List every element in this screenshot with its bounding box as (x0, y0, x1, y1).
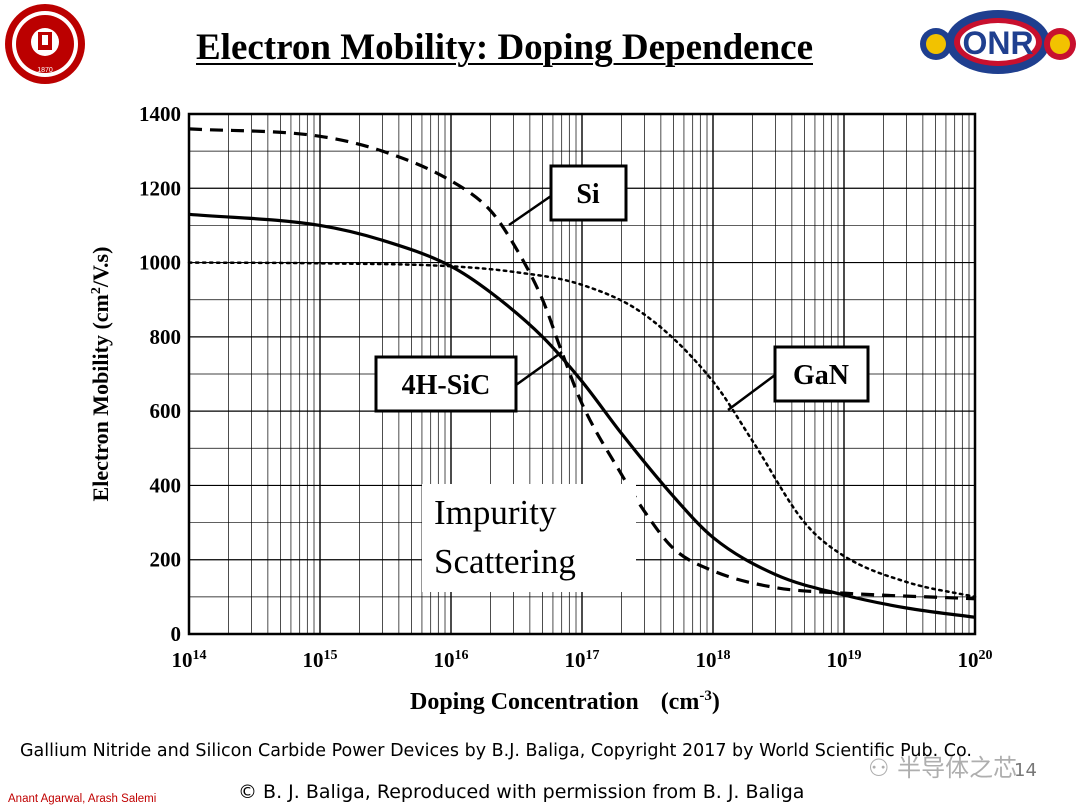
impurity-scattering-line2: Scattering (434, 542, 576, 581)
x-tick-label: 1017 (565, 648, 600, 672)
author-credit: Anant Agarwal, Arash Salemi (8, 793, 157, 805)
series-layer (187, 127, 977, 619)
ohio-state-seal-logo: 1870 (2, 2, 88, 91)
series-line-4h-sic (188, 212, 976, 619)
label-4h-sic-text: 4H-SiC (402, 370, 491, 401)
label-gan: GaN (727, 345, 870, 412)
x-tick-label: 1015 (303, 648, 338, 672)
x-axis-ticks: 1014 1015 1016 1017 1018 1019 1020 (172, 648, 993, 672)
x-axis-unit-open: (cm (661, 689, 700, 715)
y-tick-label: 0 (171, 622, 182, 646)
x-tick-label: 1020 (958, 648, 993, 672)
chat-bubble-icon: ⚇ (868, 754, 890, 782)
label-4h-sic-pointer (515, 350, 563, 387)
impurity-scattering-background (422, 484, 636, 592)
impurity-scattering-annotation: Impurity Scattering (422, 484, 636, 592)
watermark-text: 半导体之芯 (897, 754, 1018, 782)
y-tick-label: 1200 (139, 176, 181, 200)
label-4h-sic: 4H-SiC (374, 350, 563, 413)
label-si: Si (508, 164, 628, 227)
x-tick-label: 1018 (696, 648, 731, 672)
y-axis-label: Electron Mobility (cm2/V.s) (88, 247, 113, 502)
y-tick-label: 400 (150, 473, 182, 497)
x-axis-label: Doping Concentration (cm-3) (410, 688, 720, 715)
y-axis-label-tail: /V.s) (88, 247, 113, 289)
y-tick-label: 200 (150, 548, 182, 572)
y-tick-label: 800 (150, 325, 182, 349)
source-citation: Gallium Nitride and Silicon Carbide Powe… (20, 741, 972, 761)
y-axis-label-main: Electron Mobility (cm (88, 294, 113, 501)
x-tick-label: 1019 (827, 648, 862, 672)
x-axis-unit-sup: -3 (699, 688, 712, 704)
office-of-naval-research-logo: ONR (918, 4, 1078, 83)
label-gan-pointer (727, 373, 776, 412)
label-si-pointer (508, 194, 552, 227)
y-axis-label-sup: 2 (89, 287, 104, 294)
svg-text:ONR: ONR (962, 25, 1033, 61)
copyright-notice: © B. J. Baliga, Reproduced with permissi… (238, 781, 805, 803)
series-line-gan (187, 261, 977, 599)
x-tick-label: 1014 (172, 648, 207, 672)
x-tick-label: 1016 (434, 648, 469, 672)
x-axis-unit-close: ) (712, 689, 720, 715)
svg-text:1870: 1870 (37, 67, 53, 74)
label-si-text: Si (576, 179, 600, 210)
y-tick-label: 600 (150, 399, 182, 423)
slide-title: Electron Mobility: Doping Dependence (196, 27, 813, 68)
y-axis-ticks: 0 200 400 600 800 1000 1200 1400 (139, 102, 181, 646)
series-line-si (188, 127, 976, 601)
y-tick-label: 1000 (139, 251, 181, 275)
plot-frame (187, 112, 977, 636)
y-tick-label: 1400 (139, 102, 181, 126)
page-number: 14 (1014, 760, 1037, 781)
wechat-watermark: ⚇ 半导体之芯 (868, 748, 1017, 783)
x-axis-label-main: Doping Concentration (410, 689, 639, 715)
impurity-scattering-line1: Impurity (434, 493, 557, 532)
label-gan-text: GaN (793, 360, 849, 391)
